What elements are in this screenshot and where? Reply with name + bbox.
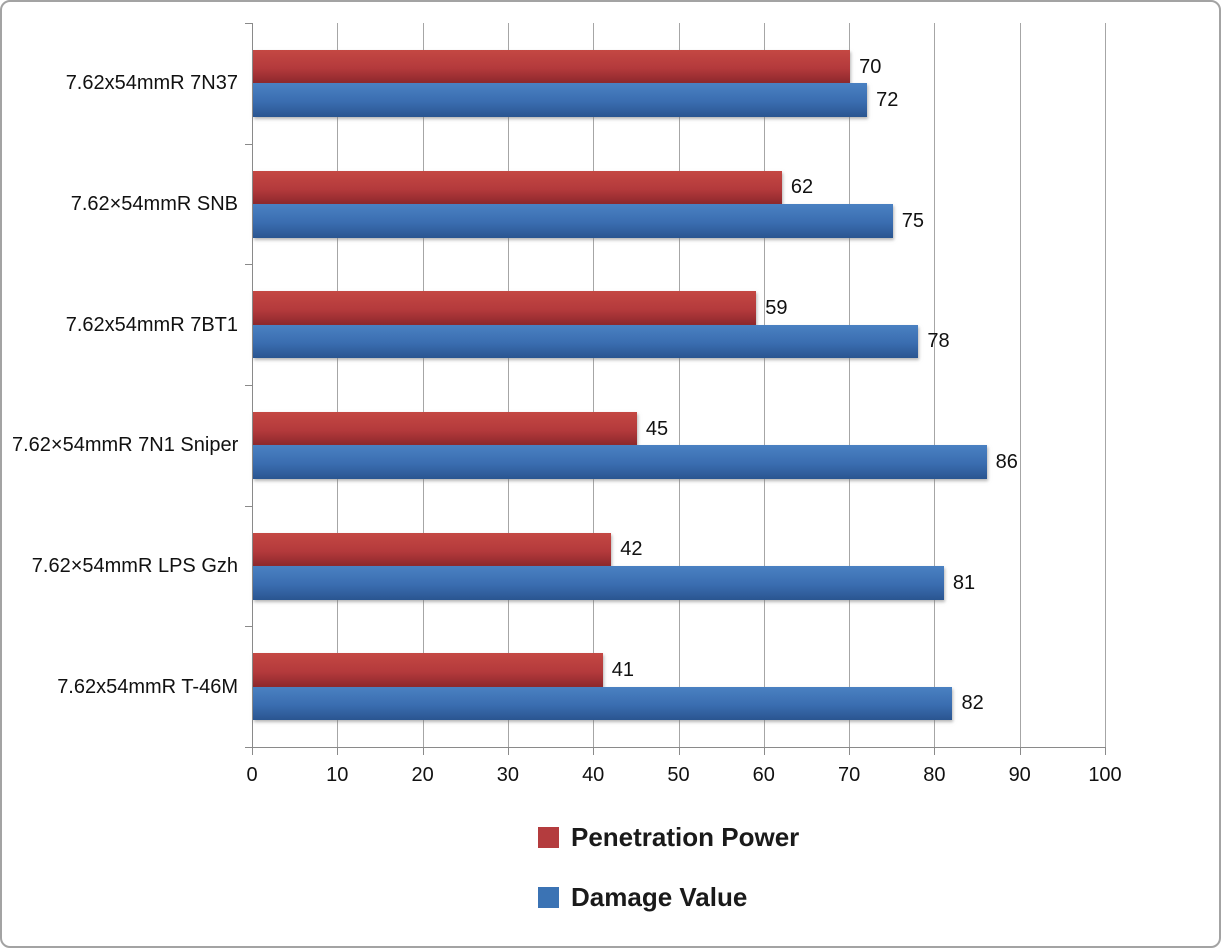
value-label: 41 bbox=[611, 658, 634, 681]
x-axis-tick bbox=[1019, 747, 1021, 755]
category-label: 7.62x54mmR 7N37 bbox=[65, 72, 238, 95]
y-axis-tick bbox=[245, 626, 252, 627]
bar-damage-value bbox=[253, 686, 953, 721]
x-axis-tick bbox=[593, 747, 595, 755]
legend-label: Damage Value bbox=[571, 882, 748, 912]
gridline bbox=[507, 23, 509, 747]
legend-item-penetration-power: Penetration Power bbox=[538, 822, 799, 853]
bar-damage-value bbox=[253, 566, 944, 600]
bar-damage-value bbox=[253, 83, 868, 117]
bar-penetration-power bbox=[253, 291, 757, 325]
bar-penetration-power bbox=[253, 532, 612, 566]
y-axis-tick bbox=[245, 23, 252, 24]
y-axis-tick bbox=[245, 264, 252, 265]
bar-damage-value bbox=[253, 324, 919, 359]
legend: Penetration Power Damage Value bbox=[538, 822, 799, 942]
y-axis-tick bbox=[245, 385, 252, 386]
category-label: 7.62×54mmR SNB bbox=[70, 193, 238, 215]
x-axis-tick bbox=[337, 747, 339, 755]
x-tick-label: 80 bbox=[923, 764, 946, 786]
x-tick-label: 40 bbox=[582, 764, 605, 786]
category-label: 7.62x54mmR T-46M bbox=[57, 675, 238, 698]
gridline bbox=[849, 23, 851, 747]
x-axis-line bbox=[252, 747, 1105, 748]
gridline bbox=[678, 23, 680, 747]
value-label: 86 bbox=[995, 451, 1018, 474]
x-axis-tick bbox=[252, 747, 253, 755]
x-tick-label: 50 bbox=[667, 764, 690, 786]
value-label: 42 bbox=[620, 538, 643, 561]
bar-penetration-power bbox=[253, 49, 851, 84]
value-label: 45 bbox=[645, 417, 669, 440]
x-axis-tick bbox=[763, 747, 765, 755]
x-tick-label: 100 bbox=[1088, 764, 1122, 786]
x-axis-tick bbox=[507, 747, 509, 755]
gridline bbox=[1105, 23, 1106, 747]
category-label: 7.62x54mmR 7BT1 bbox=[65, 313, 238, 336]
bar-damage-value bbox=[253, 204, 893, 238]
bar-damage-value bbox=[253, 445, 987, 479]
legend-item-damage-value: Damage Value bbox=[538, 882, 799, 913]
bar-penetration-power bbox=[253, 170, 782, 204]
y-axis-line bbox=[252, 23, 253, 747]
x-axis-tick bbox=[678, 747, 680, 755]
value-label: 62 bbox=[790, 176, 814, 199]
bar-penetration-power bbox=[253, 653, 603, 687]
gridline bbox=[1019, 23, 1021, 747]
x-axis-tick bbox=[934, 747, 936, 755]
legend-label: Penetration Power bbox=[571, 822, 800, 852]
y-axis-tick bbox=[245, 747, 252, 748]
value-label: 82 bbox=[961, 692, 984, 715]
gridline bbox=[422, 23, 424, 747]
y-axis-tick bbox=[245, 144, 252, 145]
bar-penetration-power bbox=[253, 411, 637, 446]
category-label: 7.62×54mmR LPS Gzh bbox=[31, 555, 238, 577]
category-label: 7.62×54mmR 7N1 Sniper bbox=[12, 434, 239, 457]
x-axis-tick bbox=[1105, 747, 1106, 755]
x-tick-label: 90 bbox=[1008, 764, 1031, 786]
x-tick-label: 0 bbox=[246, 764, 258, 786]
x-tick-label: 70 bbox=[837, 764, 861, 786]
legend-swatch bbox=[538, 887, 559, 908]
gridline bbox=[593, 23, 595, 747]
value-label: 59 bbox=[765, 296, 788, 319]
x-tick-label: 20 bbox=[411, 764, 434, 786]
x-tick-label: 10 bbox=[326, 764, 349, 786]
gridline bbox=[337, 23, 339, 747]
x-axis-tick bbox=[422, 747, 424, 755]
x-tick-label: 60 bbox=[752, 764, 775, 786]
legend-swatch bbox=[538, 827, 559, 848]
y-axis-tick bbox=[245, 506, 252, 507]
value-label: 75 bbox=[901, 209, 924, 232]
gridline bbox=[763, 23, 765, 747]
x-axis-tick bbox=[849, 747, 851, 755]
value-label: 72 bbox=[876, 89, 899, 112]
value-label: 70 bbox=[859, 55, 882, 78]
x-tick-label: 30 bbox=[496, 764, 520, 786]
value-label: 78 bbox=[927, 330, 950, 353]
gridline bbox=[934, 23, 936, 747]
value-label: 81 bbox=[952, 571, 976, 594]
